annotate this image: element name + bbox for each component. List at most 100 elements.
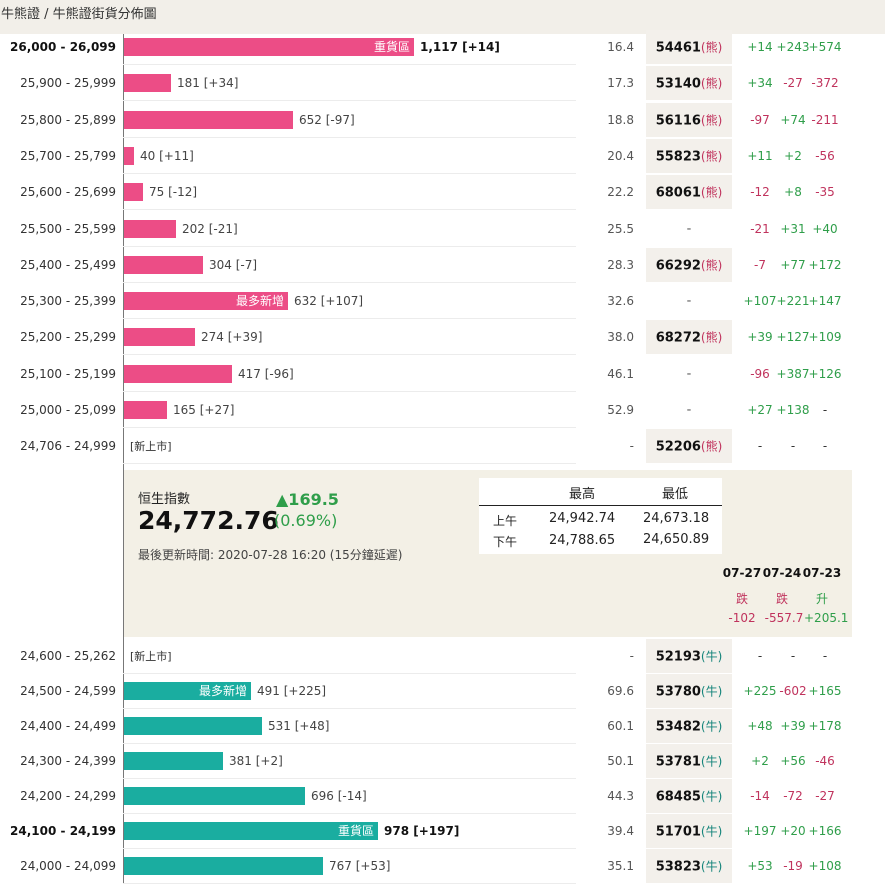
distance-percent: 16.4 [607, 40, 634, 54]
warrant-code-number[interactable]: 54461 [655, 40, 701, 56]
bear-bar[interactable] [124, 219, 176, 238]
warrant-code: - [686, 221, 692, 236]
change-3: +147 [808, 294, 842, 309]
warrant-code-number[interactable]: 68061 [655, 185, 701, 201]
change-2: +387 [776, 366, 810, 381]
row-divider [123, 172, 576, 174]
warrant-code-cell[interactable]: 66292(熊) [646, 247, 732, 282]
bear-bar[interactable] [124, 401, 167, 419]
warrant-code-cell[interactable]: 68061(熊) [646, 175, 732, 210]
change-2: +20 [780, 824, 806, 838]
warrant-code-cell[interactable]: 53781(牛) [646, 744, 732, 778]
warrant-code-number[interactable]: 52193 [655, 649, 701, 665]
row-divider [123, 463, 576, 465]
bear-bar[interactable]: 重貨區 [124, 38, 414, 56]
change-3: +108 [808, 859, 842, 873]
change-2: +8 [784, 185, 802, 200]
bear-bar[interactable] [124, 255, 203, 274]
warrant-code: - [686, 293, 692, 309]
warrant-code-cell[interactable]: 55823(熊) [646, 138, 732, 173]
outstanding-value: 417 [-96] [238, 366, 294, 381]
warrant-code-number[interactable]: 51701 [655, 824, 701, 840]
chart-axis-line [123, 34, 124, 884]
bear-bar[interactable] [124, 183, 143, 202]
history-date-1: 07-27 [722, 566, 762, 580]
outstanding-value: 491 [+225] [257, 684, 327, 698]
header-divider [479, 505, 722, 506]
warrant-code-number[interactable]: 56116 [655, 113, 701, 129]
bear-bar[interactable] [124, 110, 293, 129]
bull-bar[interactable] [124, 787, 305, 805]
warrant-code-number[interactable]: 53780 [655, 684, 701, 700]
warrant-code-number[interactable]: 53482 [655, 719, 701, 735]
warrant-type: (熊) [700, 330, 723, 345]
warrant-code-number[interactable]: 53781 [655, 754, 701, 770]
warrant-code-cell[interactable]: 52193(牛) [646, 639, 732, 673]
outstanding-value: 75 [-12] [149, 185, 198, 200]
strike-range: 24,600 - 25,262 [20, 649, 116, 663]
warrant-code-cell[interactable]: 52206(熊) [646, 429, 732, 464]
index-value: 24,772.76 [138, 506, 279, 535]
bull-row: 24,500 - 24,599 最多新增 491 [+225] 69.6 53780(牛… [0, 673, 885, 709]
change-1: +48 [747, 719, 773, 733]
bear-row: 25,800 - 25,899 652 [-97] 18.8 56116(熊) -97 +… [0, 102, 885, 138]
bull-bar[interactable] [124, 752, 223, 770]
warrant-code: 53482(牛) [646, 718, 732, 735]
warrant-code-number[interactable]: 68272 [655, 330, 701, 346]
bear-bar[interactable] [124, 328, 195, 347]
change-3: - [822, 403, 828, 417]
breadcrumb-text: 牛熊證 / 牛熊證街貨分佈圖 [1, 7, 157, 22]
bull-bar[interactable] [124, 857, 323, 875]
change-1: +197 [743, 824, 777, 838]
change-1: +107 [743, 294, 777, 309]
high-low-table: 最高 最低 上午 24,942.74 24,673.18 下午 24,788.6… [479, 478, 722, 554]
warrant-code-cell: - [646, 212, 732, 246]
history-val-3: +205.1 [804, 611, 849, 625]
warrant-code: 51701(牛) [646, 823, 732, 840]
warrant-code-cell[interactable]: 68272(熊) [646, 320, 732, 355]
bear-bar[interactable] [124, 364, 232, 383]
warrant-code-cell[interactable]: 68485(牛) [646, 779, 732, 813]
warrant-code-number[interactable]: 53823 [655, 859, 701, 875]
warrant-code-cell: - [646, 284, 732, 318]
change-3: -372 [811, 76, 839, 91]
warrant-code-number[interactable]: 68485 [655, 789, 701, 805]
bull-bar[interactable] [124, 717, 262, 735]
warrant-code-cell[interactable]: 53780(牛) [646, 674, 732, 708]
outstanding-value: 767 [+53] [329, 859, 391, 873]
warrant-code: 53780(牛) [646, 683, 732, 700]
bull-bar[interactable]: 重貨區 [124, 822, 378, 840]
warrant-code-number[interactable]: 66292 [655, 258, 701, 274]
distance-percent: 22.2 [607, 185, 634, 200]
warrant-code-cell[interactable]: 56116(熊) [646, 102, 732, 137]
change-3: - [822, 649, 828, 663]
warrant-code: 54461(熊) [646, 39, 732, 56]
warrant-code: 55823(熊) [646, 147, 732, 164]
warrant-code-cell[interactable]: 53823(牛) [646, 849, 732, 883]
warrant-code-cell[interactable]: 53482(牛) [646, 709, 732, 743]
bear-bar[interactable]: 最多新增 [124, 292, 288, 311]
bull-bar[interactable]: 最多新增 [124, 682, 251, 700]
warrant-code-number[interactable]: 55823 [655, 149, 701, 165]
distance-percent: 38.0 [607, 330, 634, 345]
outstanding-value: 696 [-14] [311, 789, 367, 803]
bear-bar[interactable] [124, 146, 134, 165]
new-listing-label: [新上市] [130, 440, 172, 454]
distance-percent: 39.4 [607, 824, 634, 838]
bear-bar[interactable] [124, 74, 171, 93]
strike-range: 24,100 - 24,199 [10, 824, 116, 838]
warrant-code-cell[interactable]: 51701(牛) [646, 814, 732, 848]
change-1: - [757, 649, 763, 663]
bull-row: 24,200 - 24,299 696 [-14] 44.3 68485(牛) -14-… [0, 778, 885, 814]
warrant-code-number[interactable]: 52206 [655, 439, 701, 455]
bear-row: 25,100 - 25,199 417 [-96] 46.1 - -96 +387 +126 [0, 356, 885, 392]
warrant-code-number[interactable]: 53140 [655, 76, 701, 92]
high-header: 最高 [569, 487, 596, 502]
row-divider [123, 318, 576, 320]
warrant-code: 66292(熊) [646, 256, 732, 273]
warrant-code-cell[interactable]: 53140(熊) [646, 66, 732, 101]
warrant-code-cell[interactable]: 54461(熊) [646, 30, 732, 64]
warrant-code: 68272(熊) [646, 329, 732, 346]
change-1: +27 [747, 403, 773, 417]
change-1: -14 [750, 789, 770, 803]
